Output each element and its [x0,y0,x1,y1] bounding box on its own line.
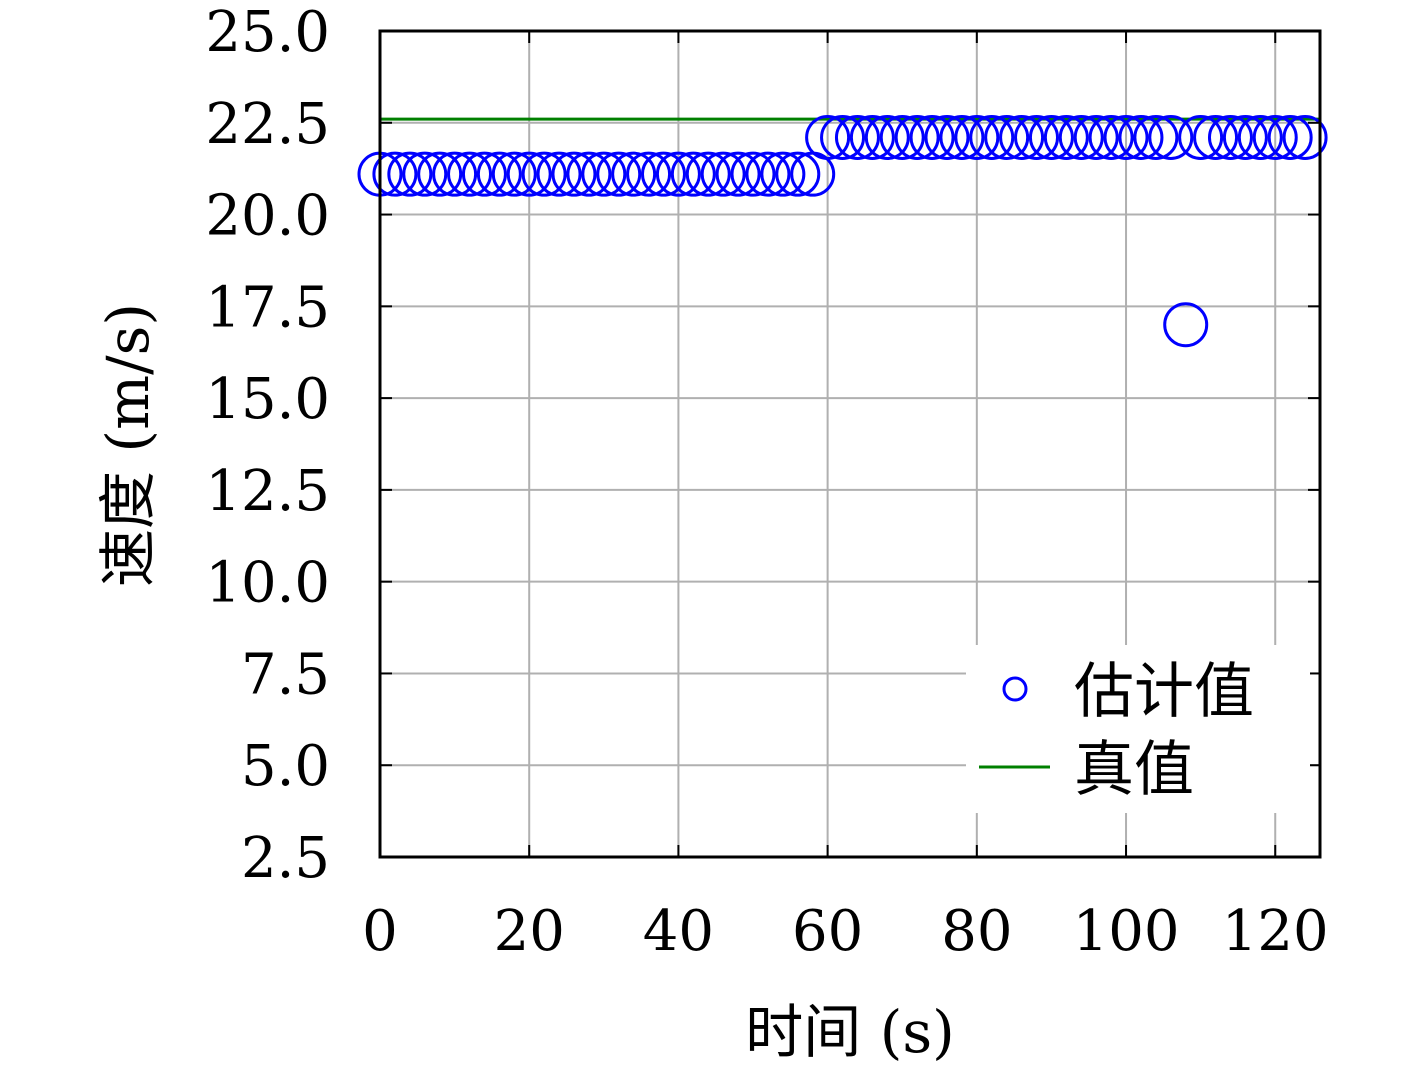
x-tick-label: 120 [1222,899,1329,964]
legend-estimate-label: 估计值 [1074,657,1254,727]
y-tick-label: 12.5 [205,459,330,524]
estimate-point [536,151,582,197]
estimate-point [1088,114,1134,160]
estimate-point [640,151,686,197]
y-tick-label: 7.5 [241,642,330,707]
x-tick-label: 80 [941,899,1012,964]
estimate-point [1163,302,1209,348]
estimate-point [447,151,493,197]
estimate-point [655,151,701,197]
estimate-point [1207,114,1253,160]
estimate-point [939,114,985,160]
estimate-point [700,151,746,197]
estimate-point [491,151,537,197]
estimate-point [566,151,612,197]
estimate-series [357,114,1328,348]
estimate-point [1073,114,1119,160]
estimate-point [506,151,552,197]
axis-ticks [379,30,1320,858]
estimate-point [894,114,940,160]
estimate-point [670,151,716,197]
estimate-point [1237,114,1283,160]
estimate-point [372,151,418,197]
estimate-point [924,114,970,160]
estimate-point [611,151,657,197]
estimate-point [1267,114,1313,160]
y-tick-label: 2.5 [241,826,330,891]
y-tick-label: 22.5 [205,92,330,157]
legend: 估计值 真值 [966,645,1310,813]
estimate-point [1014,114,1060,160]
estimate-point [402,151,448,197]
x-axis-label: 时间 (s) [745,998,954,1066]
estimate-point [999,114,1045,160]
y-axis-label: 速度 (m/s) [94,303,162,587]
estimate-point [1103,114,1149,160]
estimate-point [1193,114,1239,160]
estimate-point [581,151,627,197]
estimate-point [909,114,955,160]
estimate-point [1043,114,1089,160]
estimate-point [805,114,851,160]
estimate-point [760,151,806,197]
estimate-point [596,151,642,197]
y-tick-label: 17.5 [205,275,330,340]
estimate-point [1148,114,1194,160]
estimate-point [834,114,880,160]
estimate-point [864,114,910,160]
plot-frame [378,29,1322,859]
y-tick-label: 20.0 [205,184,330,249]
y-tick-label: 25.0 [205,0,330,65]
estimate-point [521,151,567,197]
legend-estimate-marker [1002,676,1028,702]
estimate-point [626,151,672,197]
estimate-point [1133,114,1179,160]
x-tick-labels: 0 20 40 60 80 100 120 [362,899,1329,964]
estimate-point [1028,114,1074,160]
estimate-point [1178,114,1224,160]
y-tick-label: 10.0 [205,551,330,616]
estimate-point [745,151,791,197]
estimate-point [849,114,895,160]
estimate-point [1058,114,1104,160]
estimate-point [730,151,776,197]
estimate-point [1118,114,1164,160]
y-tick-labels: 2.5 5.0 7.5 10.0 12.5 15.0 17.5 20.0 22.5 25.0 [205,0,330,891]
x-tick-label: 60 [792,899,863,964]
legend-truth-label: 真值 [1074,735,1194,805]
estimate-point [984,114,1030,160]
estimate-point [1282,114,1328,160]
estimate-point [461,151,507,197]
estimate-point [969,114,1015,160]
estimate-point [476,151,522,197]
estimate-point [715,151,761,197]
estimate-point [551,151,597,197]
estimate-point [387,151,433,197]
y-tick-label: 5.0 [241,734,330,799]
estimate-point [954,114,1000,160]
x-tick-label: 0 [362,899,398,964]
estimate-point [1222,114,1268,160]
estimate-point [820,114,866,160]
estimate-point [775,151,821,197]
estimate-point [685,151,731,197]
estimate-point [1252,114,1298,160]
y-tick-label: 15.0 [205,367,330,432]
x-tick-label: 100 [1073,899,1180,964]
estimate-point [417,151,463,197]
estimate-point [879,114,925,160]
x-tick-label: 40 [643,899,714,964]
legend-box [966,645,1310,813]
x-tick-label: 20 [494,899,565,964]
estimate-point [432,151,478,197]
